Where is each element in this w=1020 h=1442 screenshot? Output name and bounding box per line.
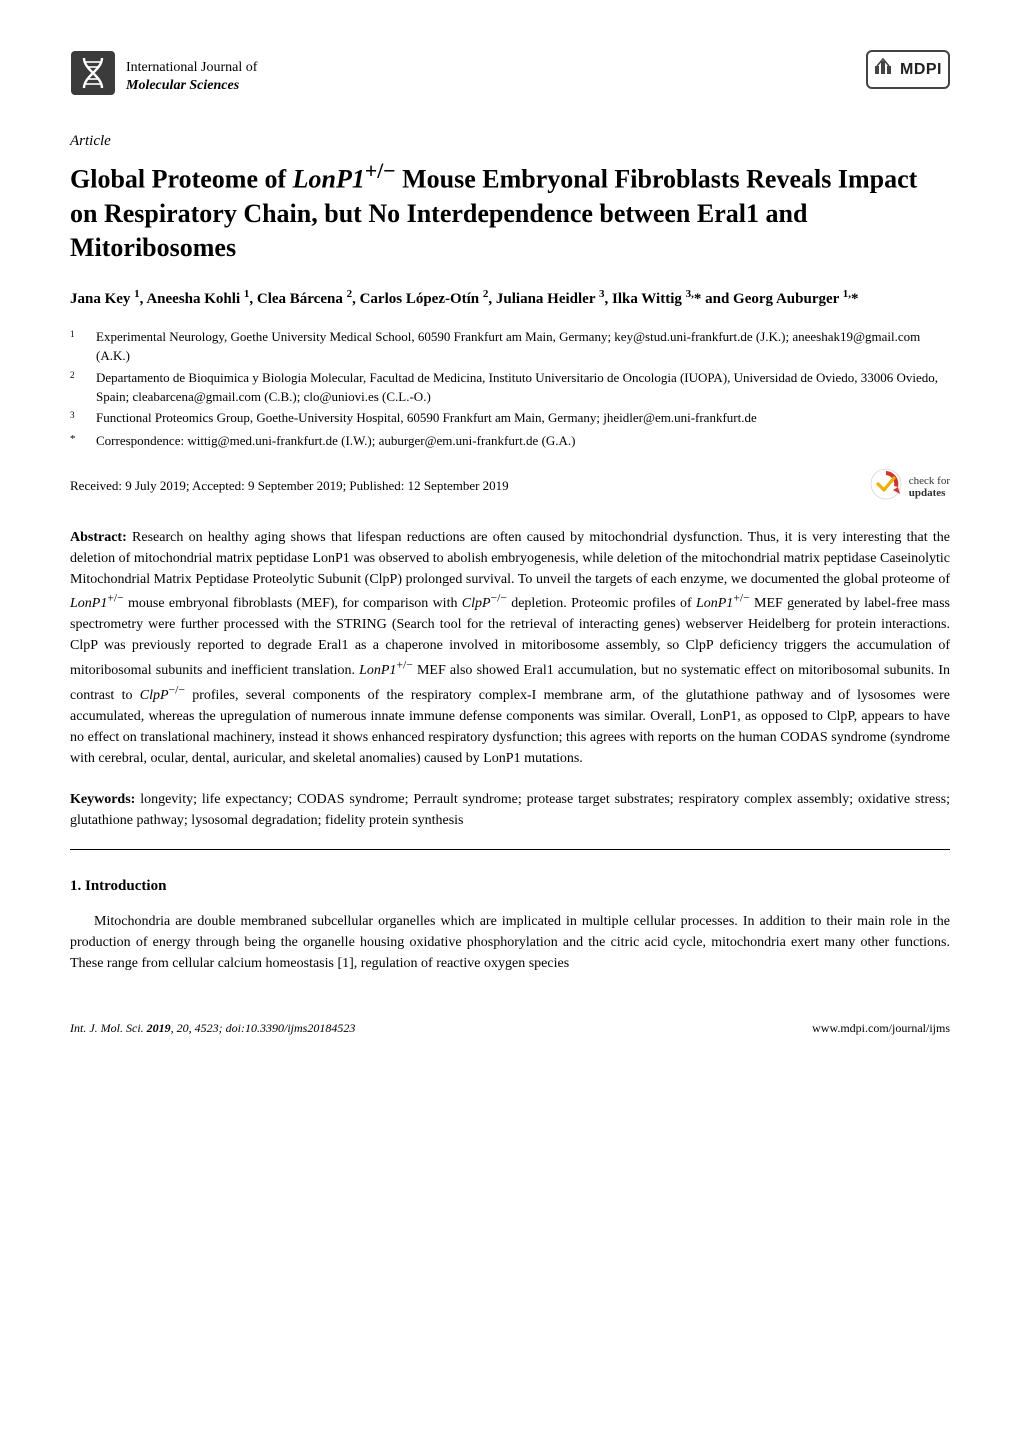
affiliation-text: Departamento de Bioquimica y Biologia Mo… [96, 369, 950, 407]
keywords-body: longevity; life expectancy; CODAS syndro… [70, 792, 950, 828]
journal-name: International Journal of Molecular Scien… [126, 59, 257, 94]
authors-line: Jana Key 1, Aneesha Kohli 1, Clea Bárcen… [70, 286, 950, 311]
affiliations-block: 1 Experimental Neurology, Goethe Univers… [70, 328, 950, 451]
affiliation-marker: 1 [70, 328, 82, 366]
abstract-label: Abstract: [70, 530, 127, 545]
journal-line1: International Journal of [126, 59, 257, 77]
affiliation-text: Correspondence: wittig@med.uni-frankfurt… [96, 432, 950, 451]
abstract: Abstract: Research on healthy aging show… [70, 527, 950, 769]
affiliation-row: * Correspondence: wittig@med.uni-frankfu… [70, 432, 950, 451]
affiliation-text: Functional Proteomics Group, Goethe-Univ… [96, 409, 950, 429]
mdpi-mark-icon [872, 55, 894, 84]
updates-badge-icon [869, 467, 903, 507]
footer-citation: Int. J. Mol. Sci. 2019, 20, 4523; doi:10… [70, 1020, 355, 1037]
section-heading: 1. Introduction [70, 876, 950, 898]
affiliation-marker: * [70, 432, 82, 451]
keywords-label: Keywords: [70, 792, 135, 807]
journal-line2: Molecular Sciences [126, 77, 257, 95]
publication-dates: Received: 9 July 2019; Accepted: 9 Septe… [70, 477, 509, 496]
dna-logo-icon [70, 50, 116, 103]
abstract-body: Research on healthy aging shows that lif… [70, 530, 950, 766]
check-updates-badge[interactable]: check for updates [869, 467, 950, 507]
article-type-label: Article [70, 131, 950, 153]
dates-row: Received: 9 July 2019; Accepted: 9 Septe… [70, 467, 950, 507]
affiliation-marker: 2 [70, 369, 82, 407]
affiliation-marker: 3 [70, 409, 82, 429]
introduction-paragraph: Mitochondria are double membraned subcel… [70, 911, 950, 974]
footer-url: www.mdpi.com/journal/ijms [812, 1020, 950, 1037]
article-title: Global Proteome of LonP1+/− Mouse Embryo… [70, 157, 950, 266]
publisher-name: MDPI [900, 58, 942, 81]
page-footer: Int. J. Mol. Sci. 2019, 20, 4523; doi:10… [70, 1014, 950, 1037]
affiliation-row: 1 Experimental Neurology, Goethe Univers… [70, 328, 950, 366]
publisher-logo: MDPI [866, 50, 950, 89]
keywords: Keywords: longevity; life expectancy; CO… [70, 789, 950, 831]
section-separator [70, 849, 950, 850]
affiliation-text: Experimental Neurology, Goethe Universit… [96, 328, 950, 366]
affiliation-row: 3 Functional Proteomics Group, Goethe-Un… [70, 409, 950, 429]
updates-badge-text: check for updates [909, 475, 950, 499]
header-row: International Journal of Molecular Scien… [70, 50, 950, 103]
journal-block: International Journal of Molecular Scien… [70, 50, 257, 103]
affiliation-row: 2 Departamento de Bioquimica y Biologia … [70, 369, 950, 407]
